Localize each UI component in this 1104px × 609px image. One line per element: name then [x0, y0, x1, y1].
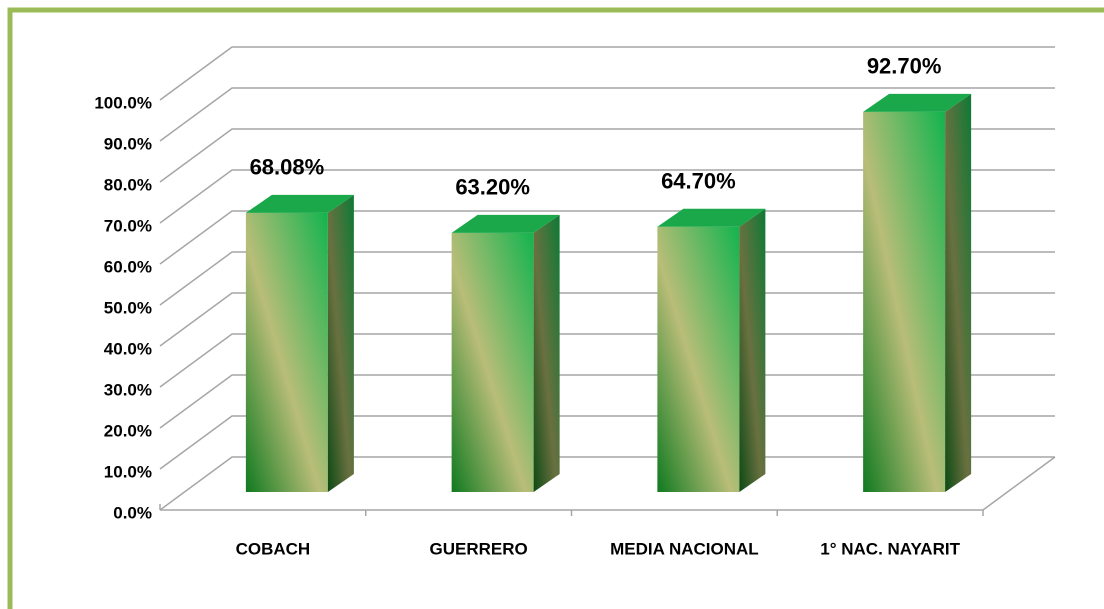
y-tick-label: 90.0% — [104, 134, 152, 153]
grid-line — [159, 169, 1055, 224]
x-tick-label: MEDIA NACIONAL — [610, 539, 759, 558]
value-label: 68.08% — [250, 155, 325, 180]
y-tick-label: 40.0% — [104, 339, 152, 358]
grid-line — [159, 210, 1055, 265]
bar-side — [739, 208, 766, 493]
bar-top — [245, 194, 354, 213]
y-tick-label: 100.0% — [94, 93, 152, 112]
bar — [863, 111, 946, 493]
y-tick-label: 0.0% — [113, 503, 152, 522]
grid-line — [159, 415, 1055, 470]
bar-side — [327, 194, 354, 492]
grid-line — [159, 251, 1055, 306]
grid-line — [159, 456, 1055, 511]
bar — [245, 212, 328, 492]
bar-side — [533, 214, 560, 492]
bar-top — [863, 93, 972, 112]
y-tick-label: 80.0% — [104, 175, 152, 194]
grid-line — [159, 128, 1055, 183]
y-tick-label: 30.0% — [104, 380, 152, 399]
x-tick-label: COBACH — [236, 539, 311, 558]
bar-top — [657, 208, 766, 227]
value-label: 63.20% — [455, 175, 530, 200]
frame — [7, 7, 1104, 609]
grid-line — [159, 374, 1055, 429]
y-tick-label: 70.0% — [104, 216, 152, 235]
grid-line — [159, 292, 1055, 347]
y-tick-label: 20.0% — [104, 421, 152, 440]
y-tick-label: 60.0% — [104, 257, 152, 276]
x-tick-label: GUERRERO — [430, 539, 528, 558]
bar-side — [945, 93, 972, 493]
bar-top — [451, 214, 560, 233]
grid-line — [159, 46, 1055, 101]
grid-line — [159, 333, 1055, 388]
grid-line — [159, 87, 1055, 142]
bar — [451, 232, 534, 492]
x-tick-label: 1° NAC. NAYARIT — [820, 539, 960, 558]
y-tick-label: 50.0% — [104, 298, 152, 317]
y-tick-label: 10.0% — [104, 462, 152, 481]
bar — [657, 226, 740, 493]
value-label: 64.70% — [661, 169, 736, 194]
value-label: 92.70% — [867, 54, 942, 79]
